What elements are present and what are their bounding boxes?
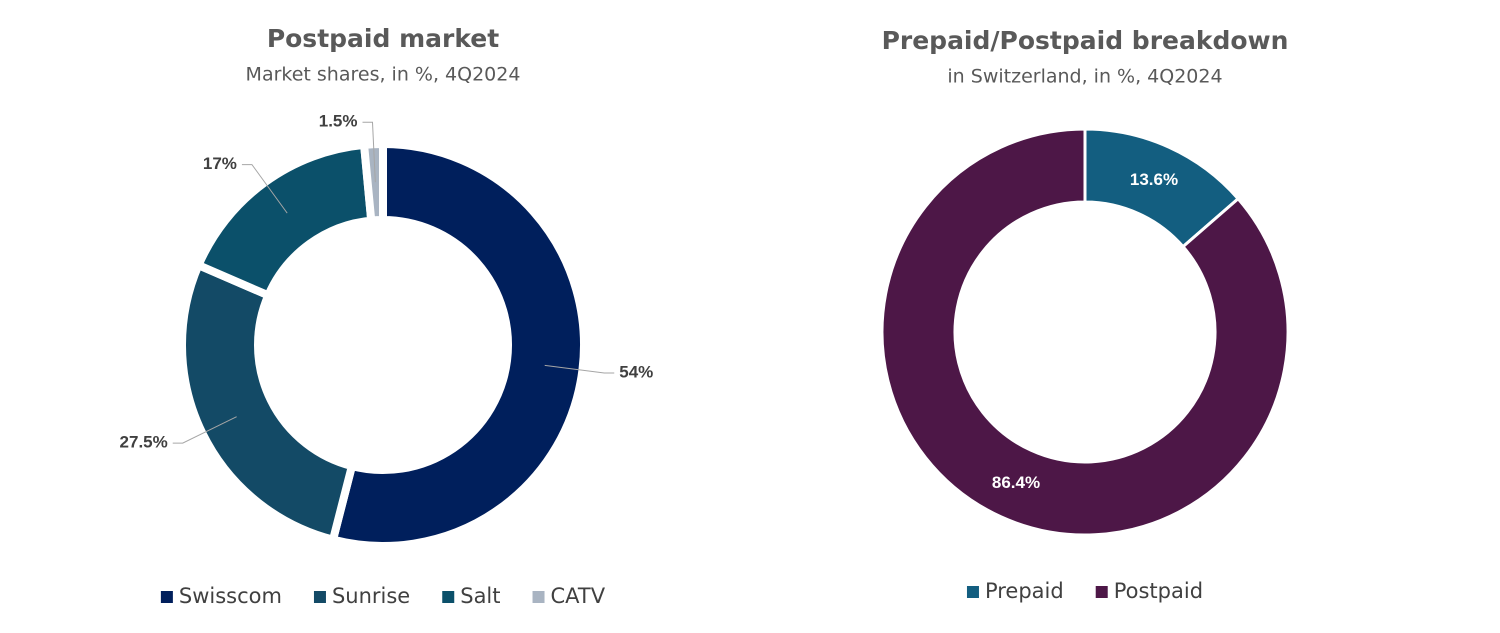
donut-segment bbox=[359, 139, 387, 225]
chart-subtitle: in Switzerland, in %, 4Q2024 bbox=[947, 66, 1222, 88]
data-label: 27.5% bbox=[120, 433, 168, 452]
chart-subtitle: Market shares, in %, 4Q2024 bbox=[246, 64, 521, 86]
data-label: 86.4% bbox=[992, 473, 1040, 492]
legend-swatch bbox=[1095, 586, 1108, 598]
data-label: 1.5% bbox=[319, 112, 358, 131]
legend-label: Sunrise bbox=[332, 584, 410, 608]
donut-segment bbox=[178, 259, 357, 545]
donut-segment bbox=[328, 139, 588, 550]
legend-swatch bbox=[313, 591, 326, 603]
leader-line bbox=[544, 364, 615, 374]
data-label: 17% bbox=[203, 154, 237, 173]
legend-swatch bbox=[442, 591, 455, 603]
legend-swatch bbox=[966, 586, 979, 598]
donut-segment bbox=[880, 127, 1290, 537]
legend-label: Postpaid bbox=[1114, 579, 1203, 603]
leader-line bbox=[172, 416, 237, 444]
data-label: 54% bbox=[619, 362, 653, 381]
leader-line bbox=[241, 164, 288, 214]
chart-title: Prepaid/Postpaid breakdown bbox=[882, 26, 1289, 55]
legend-label: Salt bbox=[460, 584, 500, 608]
legend-swatch bbox=[160, 591, 173, 603]
leader-line bbox=[362, 121, 376, 183]
legend-label: Prepaid bbox=[985, 579, 1064, 603]
legend-label: Swisscom bbox=[179, 584, 282, 608]
legend-swatch bbox=[532, 591, 545, 603]
chart-title: Postpaid market bbox=[267, 24, 499, 53]
legend-label: CATV bbox=[551, 584, 606, 608]
data-label: 13.6% bbox=[1130, 170, 1178, 189]
